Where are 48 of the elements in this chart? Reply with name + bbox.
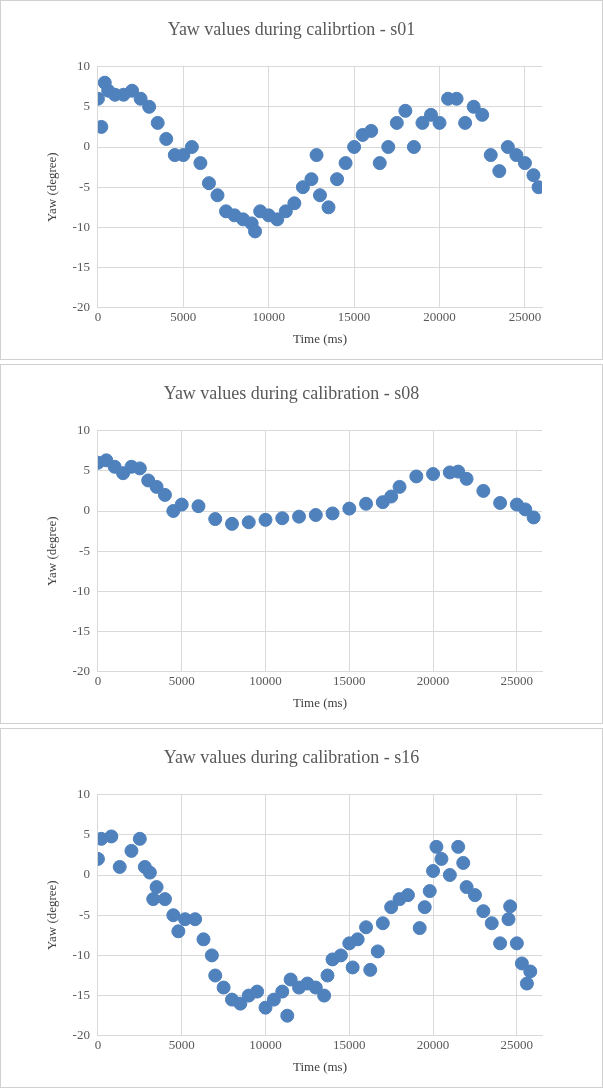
y-tick-label: -5 <box>79 542 90 558</box>
x-tick-label: 5000 <box>168 673 195 689</box>
x-tick-label: 25000 <box>508 309 542 325</box>
x-tick-label: 15000 <box>337 309 371 325</box>
chart-title: Yaw values during calibrtion - s01 <box>167 18 416 39</box>
x-tick-label: 15000 <box>333 1037 366 1053</box>
x-tick-label: 10000 <box>249 1037 282 1053</box>
x-axis-title: Time (ms) <box>292 694 347 710</box>
y-tick-label: -20 <box>72 1027 90 1043</box>
y-tick-label: 10 <box>76 58 90 74</box>
x-tick-label: 0 <box>94 1037 102 1053</box>
y-tick-label: -10 <box>72 218 90 234</box>
y-tick-label: -15 <box>72 623 90 639</box>
x-tick-label: 25000 <box>500 673 534 689</box>
y-tick-label: 0 <box>83 866 90 882</box>
x-axis-title: Time (ms) <box>292 330 347 346</box>
y-tick-label: -15 <box>72 259 90 275</box>
x-tick-label: 20000 <box>416 673 450 689</box>
y-tick-label: -5 <box>79 906 90 922</box>
y-tick-label: -20 <box>72 299 90 315</box>
x-axis-title: Time (ms) <box>292 1058 347 1074</box>
y-tick-label: -15 <box>72 987 90 1003</box>
y-tick-label: -10 <box>72 582 90 598</box>
x-tick-label: 10000 <box>252 309 285 325</box>
y-axis-title: Yaw (degree) <box>44 880 60 951</box>
x-tick-label: 20000 <box>416 1037 450 1053</box>
y-tick-label: 10 <box>76 786 90 802</box>
x-tick-label: 10000 <box>249 673 282 689</box>
y-axis-title: Yaw (degree) <box>44 152 60 223</box>
y-tick-label: -20 <box>72 663 90 679</box>
chart-title: Yaw values during calibration - s08 <box>163 382 420 403</box>
x-tick-label: 5000 <box>168 1037 195 1053</box>
y-tick-label: 0 <box>83 138 90 154</box>
x-tick-label: 20000 <box>423 309 456 325</box>
y-tick-label: 5 <box>83 826 90 842</box>
x-tick-label: 25000 <box>500 1037 534 1053</box>
chart-title: Yaw values during calibration - s16 <box>163 746 420 767</box>
x-tick-label: 5000 <box>170 309 197 325</box>
y-tick-label: -10 <box>72 946 90 962</box>
y-tick-label: 5 <box>83 462 90 478</box>
y-tick-label: -5 <box>79 178 90 194</box>
y-tick-label: 5 <box>83 98 90 114</box>
x-tick-label: 15000 <box>333 673 366 689</box>
y-axis-title: Yaw (degree) <box>44 516 60 587</box>
y-tick-label: 0 <box>83 502 90 518</box>
y-tick-label: 10 <box>76 422 90 438</box>
x-tick-label: 0 <box>94 309 102 325</box>
x-tick-label: 0 <box>94 673 102 689</box>
